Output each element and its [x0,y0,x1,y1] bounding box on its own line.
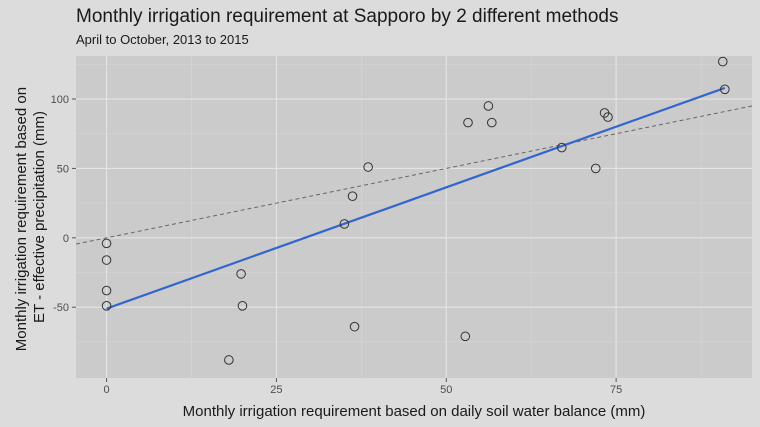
x-tick-label: 0 [104,384,110,396]
plot-panel [76,56,752,378]
x-axis-ticks: 0 25 50 75 [104,378,622,396]
x-tick-label: 25 [270,384,282,396]
identity-line [75,105,753,245]
data-point [349,321,360,332]
data-point [347,191,358,201]
data-point [603,112,613,122]
data-point [590,163,601,174]
data-point [224,355,234,365]
data-point [236,269,246,279]
regression-line [106,86,726,310]
y-tick-label: 0 [63,233,69,245]
data-point [556,142,567,153]
data-point [483,101,494,111]
data-point [237,301,248,311]
chart-title: Monthly irrigation requirement at Sappor… [76,6,619,27]
x-tick-label: 75 [610,384,622,396]
data-point [101,238,112,249]
data-points [101,56,730,365]
grid-major [76,56,752,378]
data-point [363,162,373,172]
chart-subtitle: April to October, 2013 to 2015 [76,32,249,47]
grid-minor [76,56,752,378]
data-point [486,117,497,128]
y-axis-title-line-2: ET - effective precipitation (mm) [31,111,48,323]
data-point [463,117,473,128]
y-tick-label: 100 [51,94,69,106]
data-point [720,84,730,95]
y-axis-title-line-1: Monthly irrigation requirement based on [13,87,30,351]
x-tick-label: 50 [440,384,452,396]
data-point [101,285,112,296]
data-point [460,331,471,342]
data-point [339,219,350,229]
data-point [717,56,728,67]
y-tick-label: 50 [57,163,69,175]
x-axis-title: Monthly irrigation requirement based on … [183,403,646,420]
y-axis-title: Monthly irrigation requirement based on … [13,83,48,351]
y-tick-label: -50 [53,302,69,314]
y-axis-ticks: -50 0 50 100 [51,94,76,314]
data-point [101,255,112,265]
data-point [101,301,112,311]
